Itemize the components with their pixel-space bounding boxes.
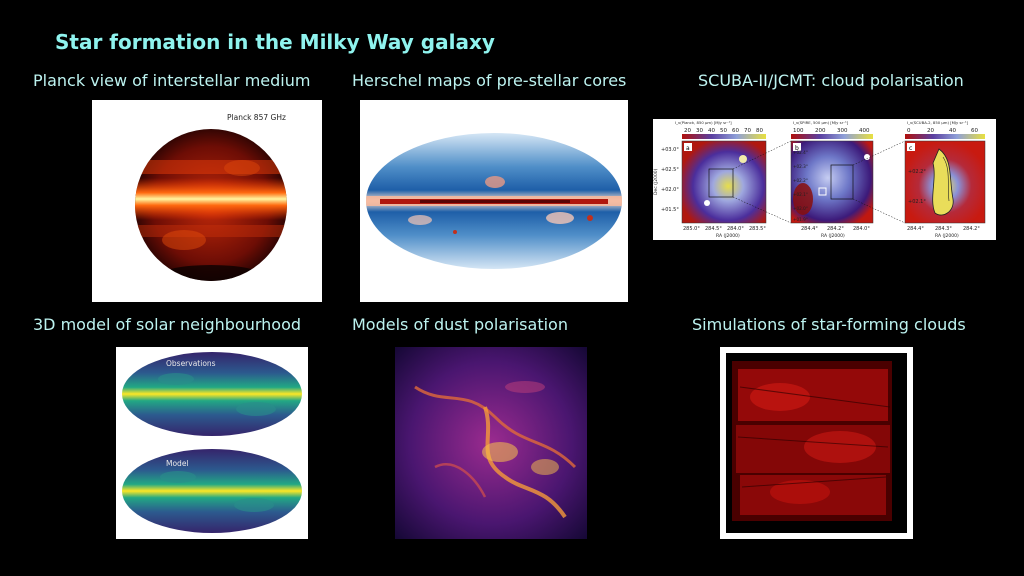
dust-polarisation-map [395, 347, 587, 539]
dec-a-0: +03.0° [661, 147, 679, 153]
tick-c-2: 40 [949, 128, 956, 134]
tick-a-2: 40 [708, 128, 715, 134]
scuba-polarisation-figure: I_v(Planck, 850 μm) [MJy sr⁻¹] 20 30 40 … [653, 120, 986, 239]
ra-b-2: 284.0° [853, 226, 870, 232]
tick-c-3: 60 [971, 128, 978, 134]
tick-a-0: 20 [684, 128, 691, 134]
scale-title-c: I_v(SCUBA-2, 850 μm) [MJy sr⁻¹] [907, 120, 969, 125]
tick-a-1: 30 [696, 128, 703, 134]
scuba-subpanel-a: I_v(Planck, 850 μm) [MJy sr⁻¹] 20 30 40 … [653, 120, 766, 239]
herschel-allsky-map [366, 133, 622, 269]
slide-title: Star formation in the Milky Way galaxy [55, 30, 495, 54]
ra-a-1: 284.5° [705, 226, 722, 232]
ra-b-1: 284.2° [827, 226, 844, 232]
ra-label-c: RA (J2000) [935, 233, 959, 239]
herschel-image [360, 100, 628, 302]
dec-b-1: +02.3° [793, 164, 808, 169]
model-label: Model [166, 459, 189, 468]
scuba-subpanel-b: I_v(SPIRE, 500 μm) [MJy sr⁻¹] 100 200 30… [790, 120, 874, 239]
dec-b-3: +02.1° [793, 192, 808, 197]
tick-a-3: 50 [720, 128, 727, 134]
scuba-image: I_v(Planck, 850 μm) [MJy sr⁻¹] 20 30 40 … [653, 119, 996, 240]
sims-image [720, 347, 913, 539]
star-forming-cloud-simulation [726, 353, 907, 533]
ra-label-a: RA (J2000) [716, 233, 740, 239]
dec-label-a: Dec (J2000) [653, 168, 659, 195]
dec-c-0: +02.2° [908, 169, 926, 175]
dec-b-2: +02.2° [793, 178, 808, 183]
ra-a-2: 284.0° [727, 226, 744, 232]
scuba-subpanel-c: I_v(SCUBA-2, 850 μm) [MJy sr⁻¹] 0 20 40 … [904, 120, 986, 239]
dec-b-5: +01.9° [793, 217, 808, 222]
planck-sphere-map: Planck 857 GHz [135, 113, 287, 281]
tick-a-5: 70 [744, 128, 751, 134]
dec-c-1: +02.1° [908, 199, 926, 205]
dec-a-3: +01.5° [661, 207, 679, 213]
subpanel-b-letter: b [795, 145, 799, 152]
ra-label-b: RA (J2000) [821, 233, 845, 239]
tick-c-0: 0 [907, 128, 911, 134]
caption-sims: Simulations of star-forming clouds [692, 315, 966, 334]
ra-c-0: 284.4° [907, 226, 924, 232]
scale-title-a: I_v(Planck, 850 μm) [MJy sr⁻¹] [675, 120, 732, 125]
dec-a-2: +02.0° [661, 187, 679, 193]
ra-c-1: 284.3° [935, 226, 952, 232]
observations-label: Observations [166, 359, 216, 368]
tick-c-1: 20 [927, 128, 934, 134]
solar-image: Observations Model [116, 347, 308, 539]
ra-b-0: 284.4° [801, 226, 818, 232]
planck-image: Planck 857 GHz [92, 100, 322, 302]
tick-b-3: 400 [859, 128, 870, 134]
ra-a-0: 285.0° [683, 226, 700, 232]
ra-a-3: 283.5° [749, 226, 766, 232]
tick-b-0: 100 [793, 128, 804, 134]
caption-herschel: Herschel maps of pre-stellar cores [352, 71, 627, 90]
dec-a-1: +02.5° [661, 167, 679, 173]
subpanel-a-letter: a [686, 145, 690, 152]
planck-frequency-label: Planck 857 GHz [227, 113, 286, 122]
tick-b-2: 300 [837, 128, 848, 134]
caption-solar: 3D model of solar neighbourhood [33, 315, 302, 334]
dec-b-0: +02.4° [793, 150, 808, 155]
solar-neighbourhood-maps: Observations Model [122, 352, 302, 533]
dust-image [395, 347, 587, 539]
caption-dust: Models of dust polarisation [352, 315, 568, 334]
ra-c-2: 284.2° [963, 226, 980, 232]
caption-planck: Planck view of interstellar medium [33, 71, 311, 90]
subpanel-c-letter: c [909, 145, 912, 152]
tick-a-4: 60 [732, 128, 739, 134]
caption-scuba: SCUBA-II/JCMT: cloud polarisation [698, 71, 964, 90]
tick-b-1: 200 [815, 128, 826, 134]
scale-title-b: I_v(SPIRE, 500 μm) [MJy sr⁻¹] [793, 120, 849, 125]
dec-b-4: +02.0° [793, 206, 808, 211]
tick-a-6: 80 [756, 128, 763, 134]
